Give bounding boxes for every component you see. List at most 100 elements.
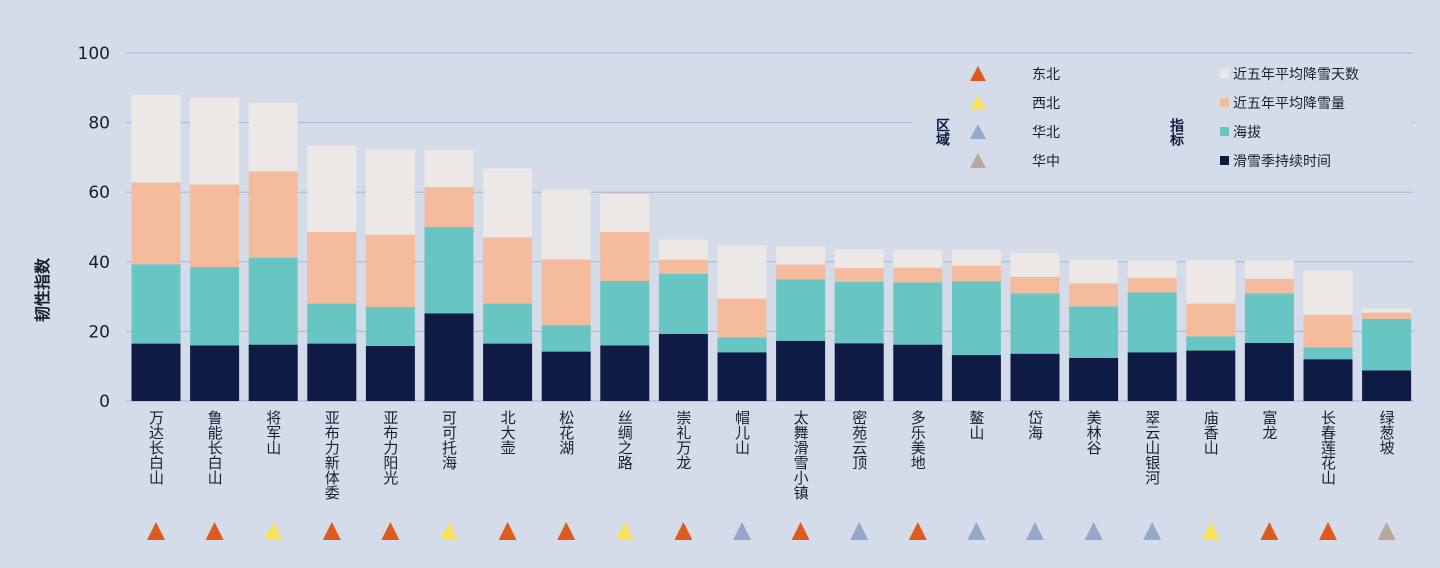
legend-region-label: 西北 <box>1032 96 1060 112</box>
x-tick-label: 庙香山 <box>1202 410 1220 455</box>
bar-segment <box>483 237 533 304</box>
region-marker <box>381 522 400 540</box>
region-marker <box>967 522 986 540</box>
bar-segment <box>541 325 591 352</box>
region-marker <box>674 522 693 540</box>
region-marker <box>205 522 224 540</box>
legend-indicator-label: 近五年平均降雪量 <box>1233 96 1345 112</box>
bar-segment <box>600 231 650 281</box>
x-tick-label: 多乐美地 <box>909 410 927 470</box>
x-tick-label: 帽儿山 <box>733 410 751 455</box>
bar-segment <box>1362 370 1412 401</box>
legend-indicator-label: 滑雪季持续时间 <box>1233 153 1331 170</box>
bar-segment <box>658 333 708 401</box>
region-marker <box>264 522 283 540</box>
bar-segment <box>424 186 474 227</box>
bar-segment <box>483 343 533 401</box>
bar-segment <box>834 343 884 401</box>
bar-segment <box>541 351 591 401</box>
bar-segment <box>1244 342 1294 401</box>
bar-stack <box>1244 260 1294 401</box>
bar-segment <box>1303 270 1353 315</box>
bar-segment <box>834 281 884 344</box>
bar-segment <box>893 282 943 345</box>
bar-segment <box>834 268 884 282</box>
legend-region-marker <box>970 153 986 168</box>
bar-segment <box>307 231 357 304</box>
x-tick-label: 鳌山 <box>967 410 985 440</box>
bar-stack <box>658 239 708 401</box>
bar-segment <box>248 344 298 401</box>
bar-segment <box>658 259 708 274</box>
bar-segment <box>424 149 474 187</box>
x-tick-label: 可可托海 <box>440 410 458 470</box>
bar-segment <box>424 227 474 314</box>
y-tick-label: 60 <box>88 183 110 203</box>
region-marker <box>908 522 927 540</box>
bar-segment <box>1186 336 1236 351</box>
x-tick-label: 丝绸之路 <box>616 410 634 470</box>
region-marker <box>498 522 517 540</box>
x-tick-label: 北大壶 <box>499 410 517 455</box>
bar-segment <box>131 343 181 401</box>
bar-segment <box>1127 352 1177 401</box>
region-marker-layer <box>147 522 1396 540</box>
bar-segment <box>307 303 357 344</box>
region-marker <box>850 522 869 540</box>
legend-indicator-swatch <box>1220 127 1229 136</box>
bar-segment <box>717 352 767 401</box>
bar-segment <box>1010 353 1060 401</box>
bar-segment <box>1244 278 1294 294</box>
x-tick-label: 富龙 <box>1260 409 1278 440</box>
bar-segment <box>483 303 533 344</box>
bar-stack <box>365 149 415 401</box>
region-marker <box>791 522 810 540</box>
x-tick-label: 美林谷 <box>1085 410 1103 455</box>
bar-stack <box>951 249 1001 401</box>
region-marker <box>1026 522 1044 540</box>
bar-segment <box>1244 293 1294 343</box>
bar-segment <box>131 182 181 265</box>
bar-segment <box>951 249 1001 266</box>
region-marker <box>615 522 634 540</box>
bar-stack <box>424 149 474 401</box>
legend-indicator-swatch <box>1220 98 1229 107</box>
legend-indicator-title: 指标 <box>1168 117 1185 147</box>
legend-indicator-swatch <box>1220 156 1229 165</box>
bar-segment <box>1069 259 1119 284</box>
x-tick-label: 鲁能长白山 <box>206 410 224 485</box>
region-marker <box>322 522 341 540</box>
bar-segment <box>1069 357 1119 401</box>
bar-segment <box>307 343 357 401</box>
bar-segment <box>365 149 415 235</box>
bar-segment <box>834 249 884 269</box>
legend-indicator-swatch <box>1220 69 1229 78</box>
bar-segment <box>365 234 415 308</box>
bar-segment <box>307 145 357 232</box>
x-tick-label: 亚布力阳光 <box>381 410 399 486</box>
bar-segment <box>483 168 533 238</box>
bar-stack <box>307 145 357 401</box>
bar-segment <box>365 307 415 347</box>
bar-segment <box>365 346 415 401</box>
bar-segment <box>1186 303 1236 337</box>
x-tick-label: 万达长白山 <box>147 410 165 485</box>
y-tick-label: 40 <box>88 253 110 273</box>
bar-segment <box>131 94 181 183</box>
legend-indicator-label: 近五年平均降雪天数 <box>1233 67 1359 83</box>
x-tick-label: 密苑云顶 <box>850 410 868 470</box>
bar-segment <box>1303 359 1353 401</box>
bar-stack <box>1186 260 1236 401</box>
y-tick-label: 100 <box>78 44 110 64</box>
bar-segment <box>131 264 181 344</box>
region-marker <box>1084 522 1103 540</box>
bars-layer <box>131 94 1412 401</box>
bar-stack <box>248 102 298 401</box>
bar-segment <box>424 313 474 401</box>
legend-region-label: 东北 <box>1032 67 1060 83</box>
region-marker <box>1201 522 1220 540</box>
bar-segment <box>1127 292 1177 353</box>
